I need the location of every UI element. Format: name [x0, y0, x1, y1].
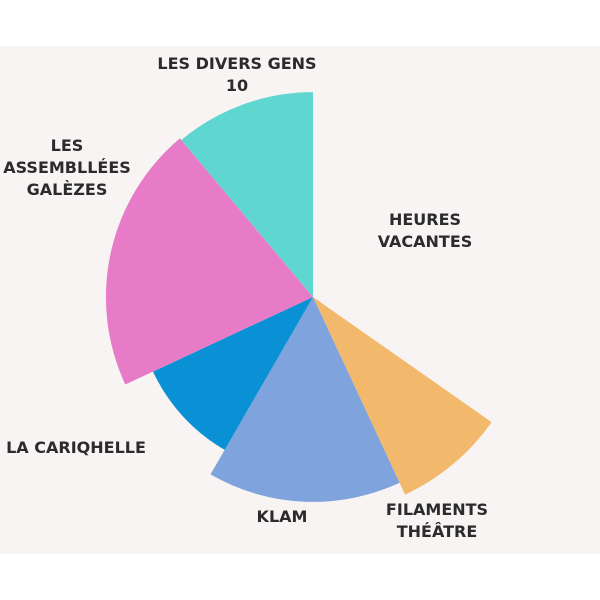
pie-slice-2 — [210, 297, 400, 502]
label-la-cariqhelle: LA CARIQHELLE — [6, 438, 146, 457]
label-heures-vacantes: HEURES VACANTES — [377, 210, 473, 251]
label-klam: KLAM — [256, 507, 308, 526]
label-filaments-theatre: FILAMENTS THÉÂTRE — [385, 500, 489, 541]
pie-slice-5 — [181, 92, 313, 297]
label-les-divers-gens: LES DIVERS GENS 10 — [157, 54, 317, 95]
pie-slice-4 — [105, 138, 313, 385]
pie-slice-1 — [313, 297, 492, 495]
pie-slice-3 — [153, 297, 313, 450]
label-les-assemblees-galezes: LES ASSEMBLLÉES GALÈZES — [3, 136, 131, 199]
